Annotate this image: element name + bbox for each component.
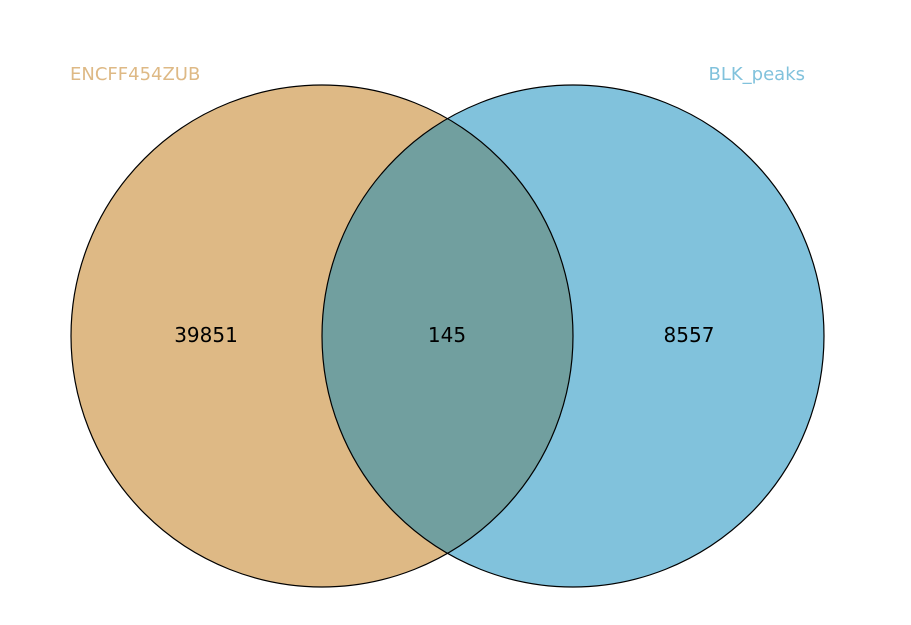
count-left-only: 39851 (174, 323, 238, 347)
count-right-only: 8557 (664, 323, 715, 347)
count-intersection: 145 (428, 323, 466, 347)
set-label-left: ENCFF454ZUB (70, 64, 200, 85)
set-outline-left (70, 84, 574, 588)
set-label-right: BLK_peaks (708, 64, 805, 85)
set-outline-right (321, 84, 825, 588)
intersection-region (322, 85, 573, 587)
